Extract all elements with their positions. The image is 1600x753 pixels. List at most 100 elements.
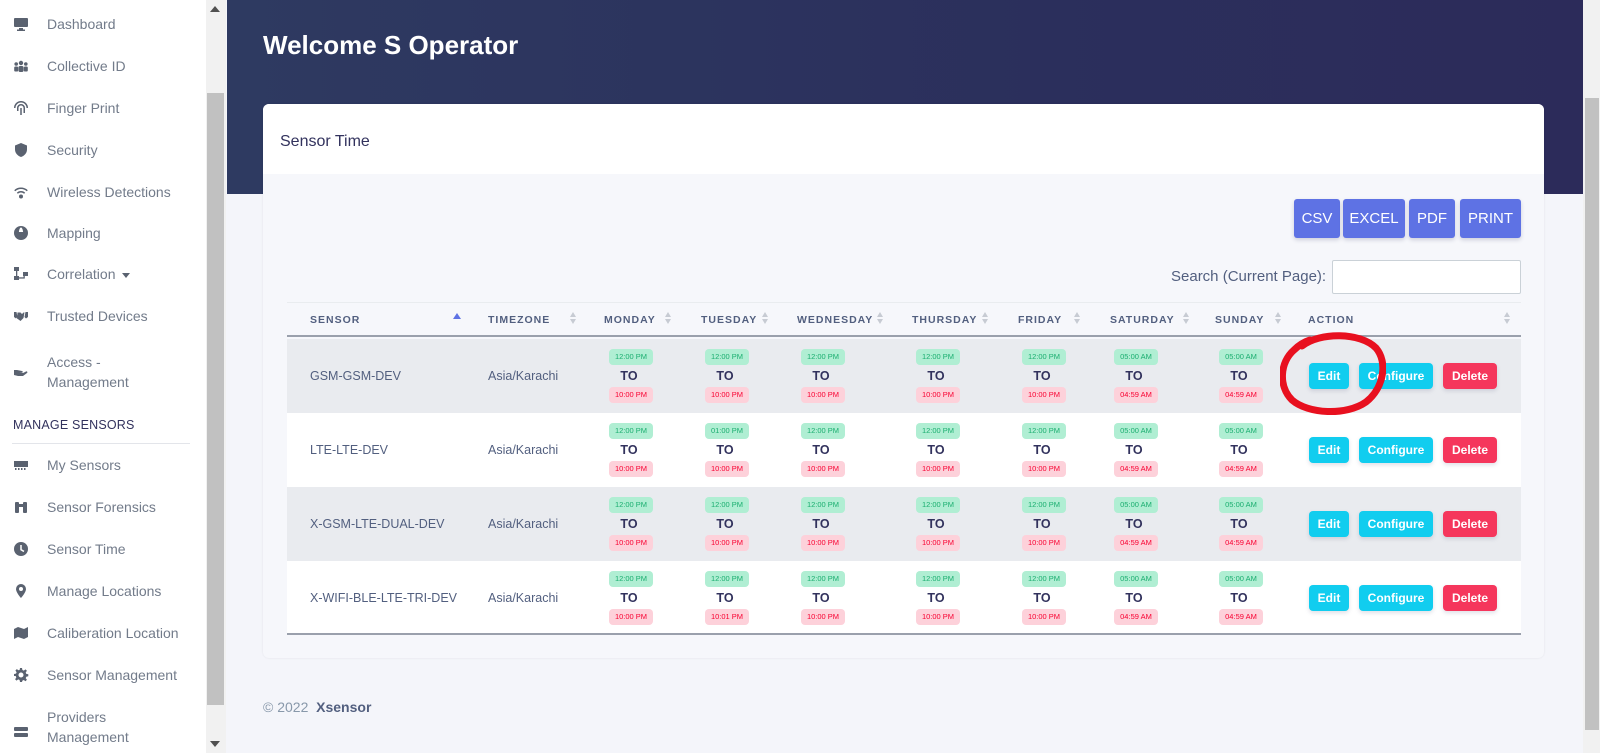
main-scrollbar-thumb[interactable]	[1585, 98, 1599, 730]
to-label: TO	[812, 517, 830, 531]
day-time-cell: 05:00 AM TO 04:59 AM	[1215, 349, 1267, 403]
start-time-badge: 12:00 PM	[609, 497, 653, 513]
sidebar-item-sensor-management[interactable]: Sensor Management	[0, 665, 200, 685]
day-time-cell: 12:00 PM TO 10:00 PM	[797, 349, 849, 403]
to-label: TO	[927, 517, 945, 531]
sidebar-item-caliberation-location[interactable]: Caliberation Location	[0, 623, 200, 643]
sidebar-item-dashboard[interactable]: Dashboard	[0, 14, 200, 34]
configure-button[interactable]: Configure	[1359, 585, 1433, 611]
sort-icon[interactable]	[1074, 312, 1082, 326]
sort-icon[interactable]	[1183, 312, 1191, 326]
start-time-badge: 05:00 AM	[1114, 571, 1158, 587]
sidebar-item-sensor-time[interactable]: Sensor Time	[0, 539, 200, 559]
to-label: TO	[716, 369, 734, 383]
table-row: X-GSM-LTE-DUAL-DEV Asia/Karachi 12:00 PM TO…	[287, 487, 1521, 561]
delete-button[interactable]: Delete	[1443, 437, 1497, 463]
configure-button[interactable]: Configure	[1359, 363, 1433, 389]
sort-icon[interactable]	[570, 312, 578, 326]
sidebar-item-label: Sensor Time	[47, 541, 126, 557]
sidebar-item-trusted-devices[interactable]: Trusted Devices	[0, 306, 200, 326]
excel-button[interactable]: EXCEL	[1343, 199, 1405, 238]
configure-button[interactable]: Configure	[1359, 437, 1433, 463]
sort-icon[interactable]	[665, 312, 673, 326]
column-header-thursday[interactable]: THURSDAY	[912, 314, 978, 326]
day-time-cell: 05:00 AM TO 04:59 AM	[1110, 571, 1162, 625]
delete-button[interactable]: Delete	[1443, 511, 1497, 537]
sidebar-item-label: Dashboard	[47, 16, 116, 32]
sidebar-item-providers-management[interactable]: Providers Management	[0, 707, 200, 747]
sidebar-item-label: My Sensors	[47, 457, 121, 473]
sidebar-item-manage-locations[interactable]: Manage Locations	[0, 581, 200, 601]
csv-button[interactable]: CSV	[1294, 199, 1340, 238]
edit-button[interactable]: Edit	[1309, 585, 1349, 611]
timezone-cell: Asia/Karachi	[488, 517, 559, 531]
delete-button[interactable]: Delete	[1443, 585, 1497, 611]
start-time-badge: 05:00 AM	[1219, 497, 1263, 513]
map-marker-icon	[12, 582, 30, 600]
start-time-badge: 12:00 PM	[1022, 571, 1066, 587]
end-time-badge: 04:59 AM	[1219, 609, 1263, 625]
column-header-sunday[interactable]: SUNDAY	[1215, 314, 1265, 326]
delete-button[interactable]: Delete	[1443, 363, 1497, 389]
start-time-badge: 12:00 PM	[916, 497, 960, 513]
map-icon	[12, 624, 30, 642]
day-time-cell: 05:00 AM TO 04:59 AM	[1215, 571, 1267, 625]
sort-icon[interactable]	[1275, 312, 1283, 326]
column-header-wednesday[interactable]: WEDNESDAY	[797, 314, 874, 326]
sidebar-item-my-sensors[interactable]: My Sensors	[0, 455, 200, 475]
to-label: TO	[1230, 443, 1248, 457]
sort-icon[interactable]	[1504, 312, 1512, 326]
day-time-cell: 12:00 PM TO 10:00 PM	[1018, 349, 1070, 403]
server-icon	[12, 456, 30, 474]
sidebar-item-mapping[interactable]: Mapping	[0, 223, 200, 243]
configure-button[interactable]: Configure	[1359, 511, 1433, 537]
column-header-saturday[interactable]: SATURDAY	[1110, 314, 1175, 326]
sidebar-item-sensor-forensics[interactable]: Sensor Forensics	[0, 497, 200, 517]
column-header-monday[interactable]: MONDAY	[604, 314, 656, 326]
start-time-badge: 12:00 PM	[801, 349, 845, 365]
sidebar-scrollbar-thumb[interactable]	[207, 93, 224, 705]
sidebar-item-collective-id[interactable]: Collective ID	[0, 56, 200, 76]
end-time-badge: 10:00 PM	[705, 535, 749, 551]
footer: © 2022 Xsensor	[263, 699, 371, 715]
edit-button[interactable]: Edit	[1309, 363, 1349, 389]
column-header-friday[interactable]: FRIDAY	[1018, 314, 1063, 326]
start-time-badge: 05:00 AM	[1219, 423, 1263, 439]
column-header-timezone[interactable]: TIMEZONE	[488, 314, 551, 326]
sidebar-item-wireless-detections[interactable]: Wireless Detections	[0, 182, 200, 202]
sort-icon[interactable]	[762, 312, 770, 326]
column-header-sensor[interactable]: SENSOR	[310, 314, 361, 326]
search-input[interactable]	[1332, 260, 1521, 294]
scroll-up-arrow-icon[interactable]	[210, 6, 220, 12]
scroll-down-arrow-icon[interactable]	[210, 741, 220, 747]
sort-asc-icon[interactable]	[453, 313, 461, 319]
to-label: TO	[716, 517, 734, 531]
to-label: TO	[1125, 591, 1143, 605]
sidebar-item-correlation[interactable]: Correlation	[0, 264, 200, 284]
to-label: TO	[620, 369, 638, 383]
end-time-badge: 10:00 PM	[609, 609, 653, 625]
start-time-badge: 12:00 PM	[705, 571, 749, 587]
column-header-action[interactable]: ACTION	[1308, 314, 1355, 326]
card-title: Sensor Time	[280, 133, 370, 150]
sidebar-item-security[interactable]: Security	[0, 140, 200, 160]
to-label: TO	[1125, 369, 1143, 383]
to-label: TO	[1230, 591, 1248, 605]
end-time-badge: 10:00 PM	[609, 387, 653, 403]
footer-brand-link[interactable]: Xsensor	[316, 699, 372, 715]
start-time-badge: 12:00 PM	[609, 349, 653, 365]
sort-icon[interactable]	[877, 312, 885, 326]
print-button[interactable]: PRINT	[1460, 199, 1521, 238]
sidebar-item-access-management[interactable]: Access - Management	[0, 352, 200, 392]
sort-icon[interactable]	[982, 312, 990, 326]
start-time-badge: 12:00 PM	[916, 423, 960, 439]
pdf-button[interactable]: PDF	[1409, 199, 1455, 238]
end-time-badge: 10:00 PM	[916, 387, 960, 403]
edit-button[interactable]: Edit	[1309, 437, 1349, 463]
end-time-badge: 04:59 AM	[1114, 387, 1158, 403]
sidebar-item-label: Trusted Devices	[47, 308, 148, 324]
edit-button[interactable]: Edit	[1309, 511, 1349, 537]
sidebar-item-finger-print[interactable]: Finger Print	[0, 98, 200, 118]
end-time-badge: 04:59 AM	[1219, 535, 1263, 551]
column-header-tuesday[interactable]: TUESDAY	[701, 314, 758, 326]
